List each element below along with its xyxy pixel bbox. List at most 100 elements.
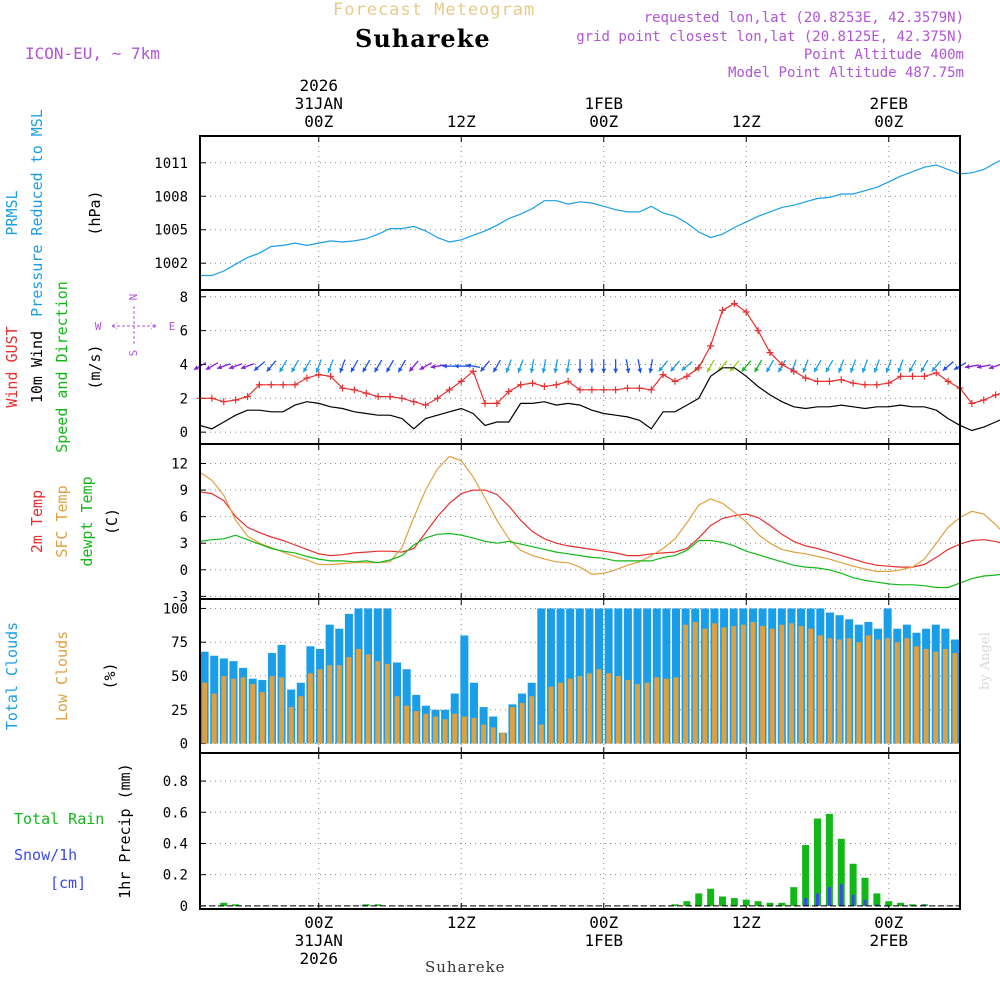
total-cloud-bar (556, 608, 565, 744)
wind-arrow (802, 359, 809, 373)
gust-marker (873, 381, 881, 389)
wind-arrow (931, 360, 942, 372)
y-tick-label: 2 (180, 391, 188, 407)
wind-arrow (228, 363, 243, 370)
y-tick-label: 1008 (154, 189, 188, 205)
total-cloud-bar (537, 608, 546, 744)
precipitation-frame (199, 752, 961, 910)
compass-cross (111, 306, 157, 346)
wind-arrow-head (327, 367, 332, 373)
wind-arrow (350, 359, 359, 373)
gust-marker (742, 308, 750, 316)
low-cloud-bar (702, 628, 708, 744)
wind-arrow-head (577, 368, 583, 374)
low-cloud-bar (798, 626, 804, 744)
y-tick-label: 8 (180, 290, 188, 306)
gust-marker (612, 386, 620, 394)
rain-bar (719, 896, 726, 906)
wind-gust-line (200, 302, 1000, 406)
gust-marker (315, 371, 323, 379)
gust-marker (920, 372, 928, 380)
wind-arrow (873, 359, 880, 373)
total-cloud-bar (460, 635, 469, 744)
rain-bar (873, 893, 881, 906)
wind-arrow-head (778, 367, 783, 373)
wind-arrow-head (601, 368, 607, 374)
low-cloud-bar (875, 639, 881, 744)
axis-title: 2m Temp (28, 490, 46, 553)
wind-arrow (253, 361, 266, 372)
wind-arrow-head (802, 367, 807, 373)
rain-bar (778, 902, 786, 906)
wind-arrow-head (565, 368, 571, 374)
gust-marker (944, 377, 952, 385)
rain-bar (232, 904, 240, 906)
gust-marker (766, 349, 774, 357)
y-tick-label: 9 (180, 483, 188, 499)
rain-bar (909, 904, 916, 906)
meteogram-title: Forecast Meteogram (333, 0, 536, 20)
axis-title: Pressure Reduced to MSL (28, 109, 46, 317)
low-cloud-bar (683, 624, 689, 744)
wind-arrow (637, 359, 643, 374)
total-cloud-bar (643, 608, 652, 744)
low-cloud-bar (519, 703, 525, 744)
wind-arrow (849, 359, 857, 373)
wind-arrow-head (266, 366, 272, 372)
wind-arrow (266, 360, 277, 372)
wind-arrow-head (430, 364, 436, 369)
wind-arrow (240, 363, 255, 370)
y-tick-label: 100 (163, 601, 188, 617)
wind-arrow (442, 363, 457, 369)
y-tick-label: 3 (180, 536, 188, 552)
wind-arrow (754, 359, 763, 373)
y-tick-label: 0.4 (163, 836, 188, 852)
wind-arrow (988, 363, 1000, 370)
compass-south: S (127, 350, 140, 357)
wind-arrow (466, 363, 481, 369)
precipitation-axis-titles: 1hr Precip (mm) Total Rain Snow/1h [cm] (14, 763, 134, 898)
model-label: ICON-EU, ~ 7km (25, 44, 160, 63)
gust-marker (624, 384, 631, 392)
gust-marker (719, 306, 726, 314)
low-cloud-bar (856, 642, 862, 744)
wind-arrow (541, 359, 547, 374)
clouds-panel: 0 25 50 75 100 Total Clouds Low Clouds (%) (3, 598, 961, 754)
low-cloud-bar (558, 682, 563, 744)
wind-arrow (885, 359, 892, 373)
low-cloud-bar (760, 626, 765, 744)
wind-arrow-head (637, 368, 643, 374)
time-label-top: 00Z (304, 112, 333, 131)
rain-bar (742, 899, 750, 906)
low-cloud-bar (375, 661, 381, 744)
wind-arrow-head (838, 367, 843, 373)
axis-title: Total Clouds (3, 622, 21, 730)
wind-arrow (670, 360, 680, 372)
gust-marker (517, 381, 525, 389)
low-cloud-bar (423, 713, 429, 744)
gust-marker (647, 386, 655, 394)
low-cloud-bar (644, 682, 650, 744)
gust-marker (327, 372, 335, 380)
wind-arrow (706, 359, 715, 373)
low-cloud-bar (317, 669, 323, 744)
total-cloud-bar (546, 608, 555, 744)
rain-bar (730, 898, 738, 906)
low-cloud-bar (346, 657, 352, 744)
wind-arrow (339, 359, 346, 373)
rain-bar (885, 901, 893, 906)
low-cloud-bar (577, 676, 583, 744)
gust-marker (232, 396, 240, 404)
gust-marker (932, 369, 940, 377)
wind-arrow-head (279, 367, 284, 373)
axis-title: PRMSL (3, 190, 21, 235)
gust-marker (730, 300, 738, 308)
wind-arrow-head (362, 367, 368, 373)
rain-bar (707, 888, 715, 906)
low-cloud-bar (779, 624, 785, 744)
rain-bar (790, 887, 798, 906)
y-tick-label: 0 (180, 425, 188, 441)
gust-marker (350, 386, 358, 394)
rain-bar (683, 901, 691, 906)
wind-arrow (505, 359, 512, 373)
